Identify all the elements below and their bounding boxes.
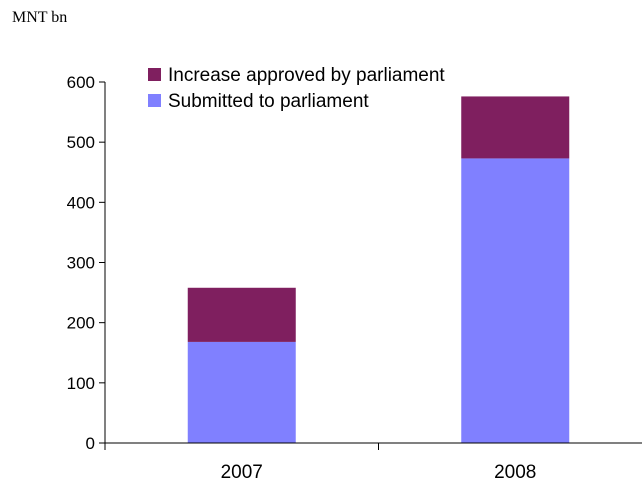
y-tick-label-400: 400 — [67, 193, 95, 212]
y-tick-label-0: 0 — [86, 434, 95, 453]
y-tick-label-300: 300 — [67, 254, 95, 273]
legend: Increase approved by parliament Submitted… — [148, 65, 445, 112]
y-tick-label-500: 500 — [67, 133, 95, 152]
legend-swatch-series-1 — [148, 68, 161, 81]
bars-group — [187, 96, 570, 443]
axes-group: 0 100 200 300 400 500 600 2007 2008 — [67, 73, 642, 483]
bar-2007-series-1 — [187, 287, 296, 342]
bar-2008-series-1 — [461, 96, 570, 159]
unit-label: MNT bn — [12, 9, 68, 26]
legend-swatch-series-0 — [148, 94, 161, 107]
legend-label-series-0: Submitted to parliament — [168, 91, 369, 112]
x-tick-label-2008: 2008 — [494, 462, 536, 483]
x-tick-label-2007: 2007 — [221, 462, 263, 483]
y-tick-label-100: 100 — [67, 374, 95, 393]
y-tick-label-600: 600 — [67, 73, 95, 92]
bar-2008-series-0 — [461, 158, 570, 443]
bar-2007-series-0 — [187, 341, 296, 443]
y-tick-label-200: 200 — [67, 314, 95, 333]
legend-label-series-1: Increase approved by parliament — [168, 65, 445, 86]
